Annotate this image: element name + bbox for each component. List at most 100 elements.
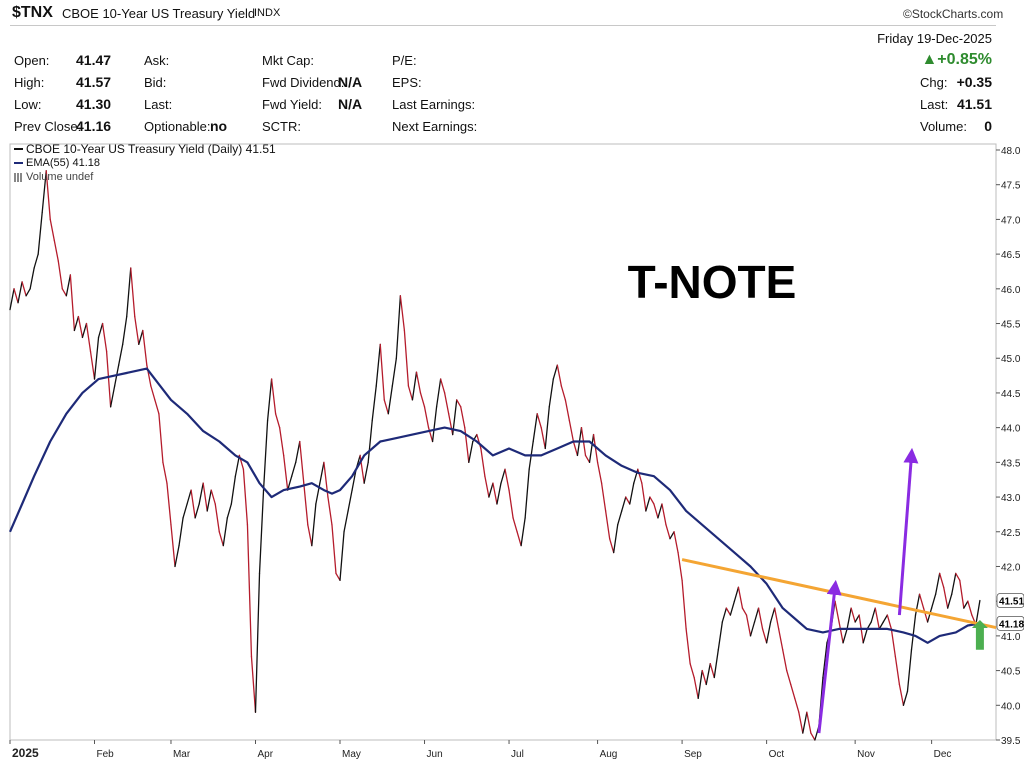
header-divider-top (10, 25, 996, 26)
price-segment (669, 531, 675, 540)
price-segment (552, 364, 558, 380)
price-segment (568, 420, 575, 443)
x-tick-label: Jun (427, 749, 443, 760)
price-segment (822, 642, 828, 679)
price-segment (930, 593, 937, 609)
price-segment (65, 274, 72, 297)
price-segment (351, 468, 357, 491)
ema-swatch (14, 162, 23, 164)
price-segment (870, 607, 876, 623)
price-segment (311, 503, 317, 547)
price-segment (898, 683, 905, 706)
x-tick-label: Mar (173, 749, 191, 760)
price-segment (934, 572, 941, 595)
y-tick-label: 42.5 (1001, 528, 1021, 539)
price-segment (673, 531, 679, 554)
price-segment (170, 524, 176, 568)
ema-line (8, 367, 981, 644)
high-label: High: (14, 75, 45, 90)
price-segment (520, 517, 526, 547)
price-segment (278, 426, 285, 457)
price-segment (118, 343, 124, 366)
price-segment (838, 621, 844, 644)
price-segment (13, 288, 19, 304)
ema-value-tag-box (996, 615, 1024, 631)
price-segment (621, 496, 627, 512)
price-segment (778, 628, 784, 651)
x-tick-label: Aug (600, 749, 618, 760)
price-segment (862, 628, 868, 644)
legend-volume-label: Volume undef (26, 171, 94, 183)
price-segment (685, 628, 691, 665)
price-segment (717, 621, 723, 651)
price-segment (435, 378, 442, 408)
price-segment (705, 662, 711, 686)
open-value: 41.47 (76, 52, 112, 68)
price-segment (906, 649, 913, 693)
price-segment (49, 218, 55, 241)
price-segment (468, 440, 474, 464)
price-segment (81, 322, 88, 339)
last-earnings-label: Last Earnings: (392, 97, 476, 112)
eps-label: EPS: (392, 75, 422, 90)
change-percent: ▲+0.85% (921, 51, 992, 69)
fwd-yield-value: N/A (338, 96, 363, 112)
price-segment (681, 579, 687, 630)
price-segment (439, 378, 446, 394)
price-segment (729, 600, 736, 616)
y-tick-label: 46.5 (1001, 250, 1021, 261)
y-tick-label: 47.5 (1001, 181, 1021, 192)
price-segment (713, 649, 719, 679)
price-segment (403, 329, 410, 387)
price-segment (790, 683, 796, 700)
price-segment (319, 461, 325, 484)
price-segment (846, 607, 852, 630)
symbol-description: CBOE 10-Year US Treasury Yield (62, 6, 256, 21)
price-segment (556, 364, 563, 387)
x-tick-label: Feb (97, 749, 115, 760)
y-tick-label: 48.0 (1001, 146, 1021, 157)
price-segment (343, 510, 349, 533)
price-segment (391, 357, 398, 387)
price-segment (890, 628, 897, 658)
price-segment (295, 440, 301, 464)
price-segment (733, 586, 740, 602)
price-segment (512, 517, 518, 533)
price-segment (963, 600, 969, 609)
price-segment (419, 392, 426, 408)
price-segment (142, 329, 148, 366)
legend-ema-label: EMA(55) 41.18 (26, 157, 100, 169)
up-arrow-icon: ▲ (921, 51, 938, 68)
brand-logo: ©StockCharts.com (903, 7, 1004, 21)
price-segment (745, 614, 752, 637)
price-segment (584, 454, 591, 464)
price-segment (560, 385, 567, 401)
price-segment (500, 468, 506, 484)
y-tick-label: 43.0 (1001, 493, 1021, 504)
price-segment (37, 211, 43, 255)
price-segment (423, 406, 430, 429)
price-segment (327, 496, 333, 526)
trendline (681, 558, 997, 630)
chart-header: $TNX CBOE 10-Year US Treasury Yield INDX… (0, 0, 1024, 140)
price-segment (122, 315, 128, 346)
price-segment (596, 461, 603, 484)
x-tick-label: May (342, 749, 361, 760)
price-segment (331, 524, 337, 575)
price-segment (154, 399, 160, 415)
price-segment (303, 482, 309, 526)
price-segment (25, 288, 31, 297)
price-segment (761, 628, 768, 644)
change-percent-value: +0.85% (937, 51, 992, 68)
price-segment (194, 503, 200, 519)
price-segment (608, 538, 615, 554)
price-segment (335, 572, 341, 582)
price-segment (709, 662, 715, 679)
prev-close-value: 41.16 (76, 118, 112, 134)
price-segment (600, 482, 607, 512)
price-segment (371, 385, 377, 422)
price-segment (274, 413, 281, 429)
price-segment (882, 614, 888, 623)
x-axis: 2025 Feb Mar Apr May Jun Jul Aug Sep Oct Nov Dec (9, 740, 951, 760)
price-segment (246, 524, 253, 658)
